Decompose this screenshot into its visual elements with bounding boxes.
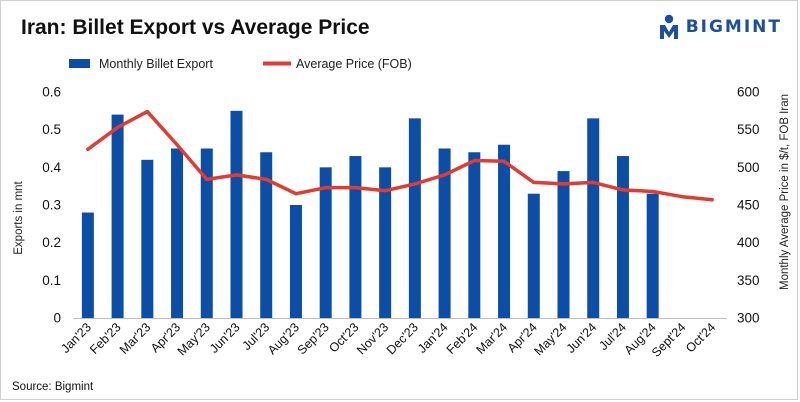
bar-15 (527, 193, 540, 318)
source-note: Source: Bigmint (12, 381, 94, 393)
bar-2 (141, 159, 154, 318)
right-tick-label: 550 (737, 122, 760, 137)
chart-title: Iran: Billet Export vs Average Price (21, 16, 370, 39)
legend-bar-label: Monthly Billet Export (99, 57, 213, 71)
x-tick-label: Jun'23 (207, 320, 243, 356)
bar-9 (349, 156, 362, 318)
price-point-17 (591, 180, 595, 184)
price-point-2 (145, 109, 149, 114)
left-tick-label: 0.1 (42, 273, 61, 288)
bar-8 (319, 167, 332, 318)
brand-logo: BIGMINT (658, 14, 782, 40)
price-point-5 (234, 173, 239, 177)
bar-7 (289, 205, 302, 318)
bigmint-logo-icon (659, 14, 678, 39)
left-tick-label: 0.4 (42, 160, 61, 175)
x-axis-ticks: Jan'23Feb'23Mar'23Apr'23May'23Jun'23Jul'… (58, 320, 718, 360)
x-tick-label: Aug'23 (265, 320, 302, 357)
price-point-8 (324, 186, 328, 190)
legend-bar-swatch (69, 59, 90, 68)
bar-6 (260, 152, 273, 318)
bar-17 (587, 118, 600, 318)
price-point-11 (413, 182, 417, 186)
right-tick-label: 350 (737, 273, 760, 288)
logo-text: BIGMINT (685, 17, 782, 37)
bar-3 (171, 148, 184, 318)
x-tick-label: Dec'23 (384, 320, 421, 357)
price-point-12 (442, 173, 447, 177)
line-series (86, 109, 714, 202)
x-tick-label: Oct'24 (683, 320, 718, 355)
bar-14 (498, 144, 511, 318)
price-point-19 (651, 189, 655, 194)
bar-1 (111, 114, 124, 318)
price-point-3 (175, 143, 179, 147)
bar-11 (408, 118, 421, 318)
price-point-21 (710, 198, 714, 202)
price-point-16 (561, 182, 566, 186)
right-tick-label: 400 (737, 235, 760, 250)
x-tick-label: Feb'23 (87, 320, 124, 357)
left-axis-ticks: 0 0.1 0.2 0.3 0.4 0.5 0.6 (42, 85, 61, 326)
bar-16 (557, 171, 570, 318)
right-tick-label: 600 (737, 85, 760, 100)
x-tick-label: Jan'23 (58, 320, 94, 356)
price-point-6 (264, 177, 268, 181)
bar-4 (200, 148, 213, 318)
price-point-13 (472, 158, 476, 163)
x-tick-label: May'24 (532, 320, 570, 358)
bar-0 (81, 212, 94, 318)
x-tick-label: Jan'24 (415, 320, 451, 356)
price-point-9 (353, 186, 358, 190)
left-tick-label: 0.6 (42, 85, 61, 100)
bar-5 (230, 110, 243, 318)
y-axis-right-label: Monthly Average Price in $/t, FOB Iran (779, 94, 791, 290)
x-tick-label: Mar'23 (117, 320, 154, 357)
price-point-7 (294, 192, 298, 196)
bar-18 (616, 156, 629, 318)
x-tick-label: Feb'24 (444, 320, 481, 357)
price-line (86, 109, 714, 202)
left-tick-label: 0.3 (42, 198, 61, 213)
price-point-18 (621, 188, 625, 192)
legend: Monthly Billet Export Average Price (FOB… (69, 57, 412, 71)
right-tick-label: 450 (737, 198, 760, 213)
price-point-0 (86, 147, 90, 151)
bar-series (81, 110, 659, 318)
price-point-15 (532, 180, 536, 184)
x-tick-label: Mar'24 (474, 320, 511, 357)
bar-12 (438, 148, 451, 318)
price-point-4 (205, 177, 209, 181)
bar-10 (379, 167, 392, 318)
left-tick-label: 0.5 (42, 122, 61, 137)
price-point-10 (383, 189, 387, 193)
bar-13 (468, 152, 481, 318)
right-tick-label: 300 (737, 311, 760, 326)
x-tick-label: Nov'23 (354, 320, 391, 357)
price-point-20 (680, 195, 685, 199)
x-tick-label: Sep'23 (295, 320, 332, 357)
right-axis-ticks: 300 350 400 450 500 550 600 (737, 85, 760, 326)
right-tick-label: 500 (737, 160, 760, 175)
x-tick-label: Jun'24 (564, 320, 600, 356)
left-tick-label: 0 (53, 311, 61, 326)
price-point-1 (115, 125, 120, 130)
legend-line-label: Average Price (FOB) (296, 57, 412, 71)
y-axis-left-label: Exports in mnt (13, 180, 25, 254)
x-tick-label: Sept'24 (649, 320, 689, 360)
left-tick-label: 0.2 (42, 235, 61, 250)
price-point-14 (502, 159, 506, 163)
x-tick-label: May'23 (175, 320, 213, 358)
bar-19 (646, 193, 659, 318)
